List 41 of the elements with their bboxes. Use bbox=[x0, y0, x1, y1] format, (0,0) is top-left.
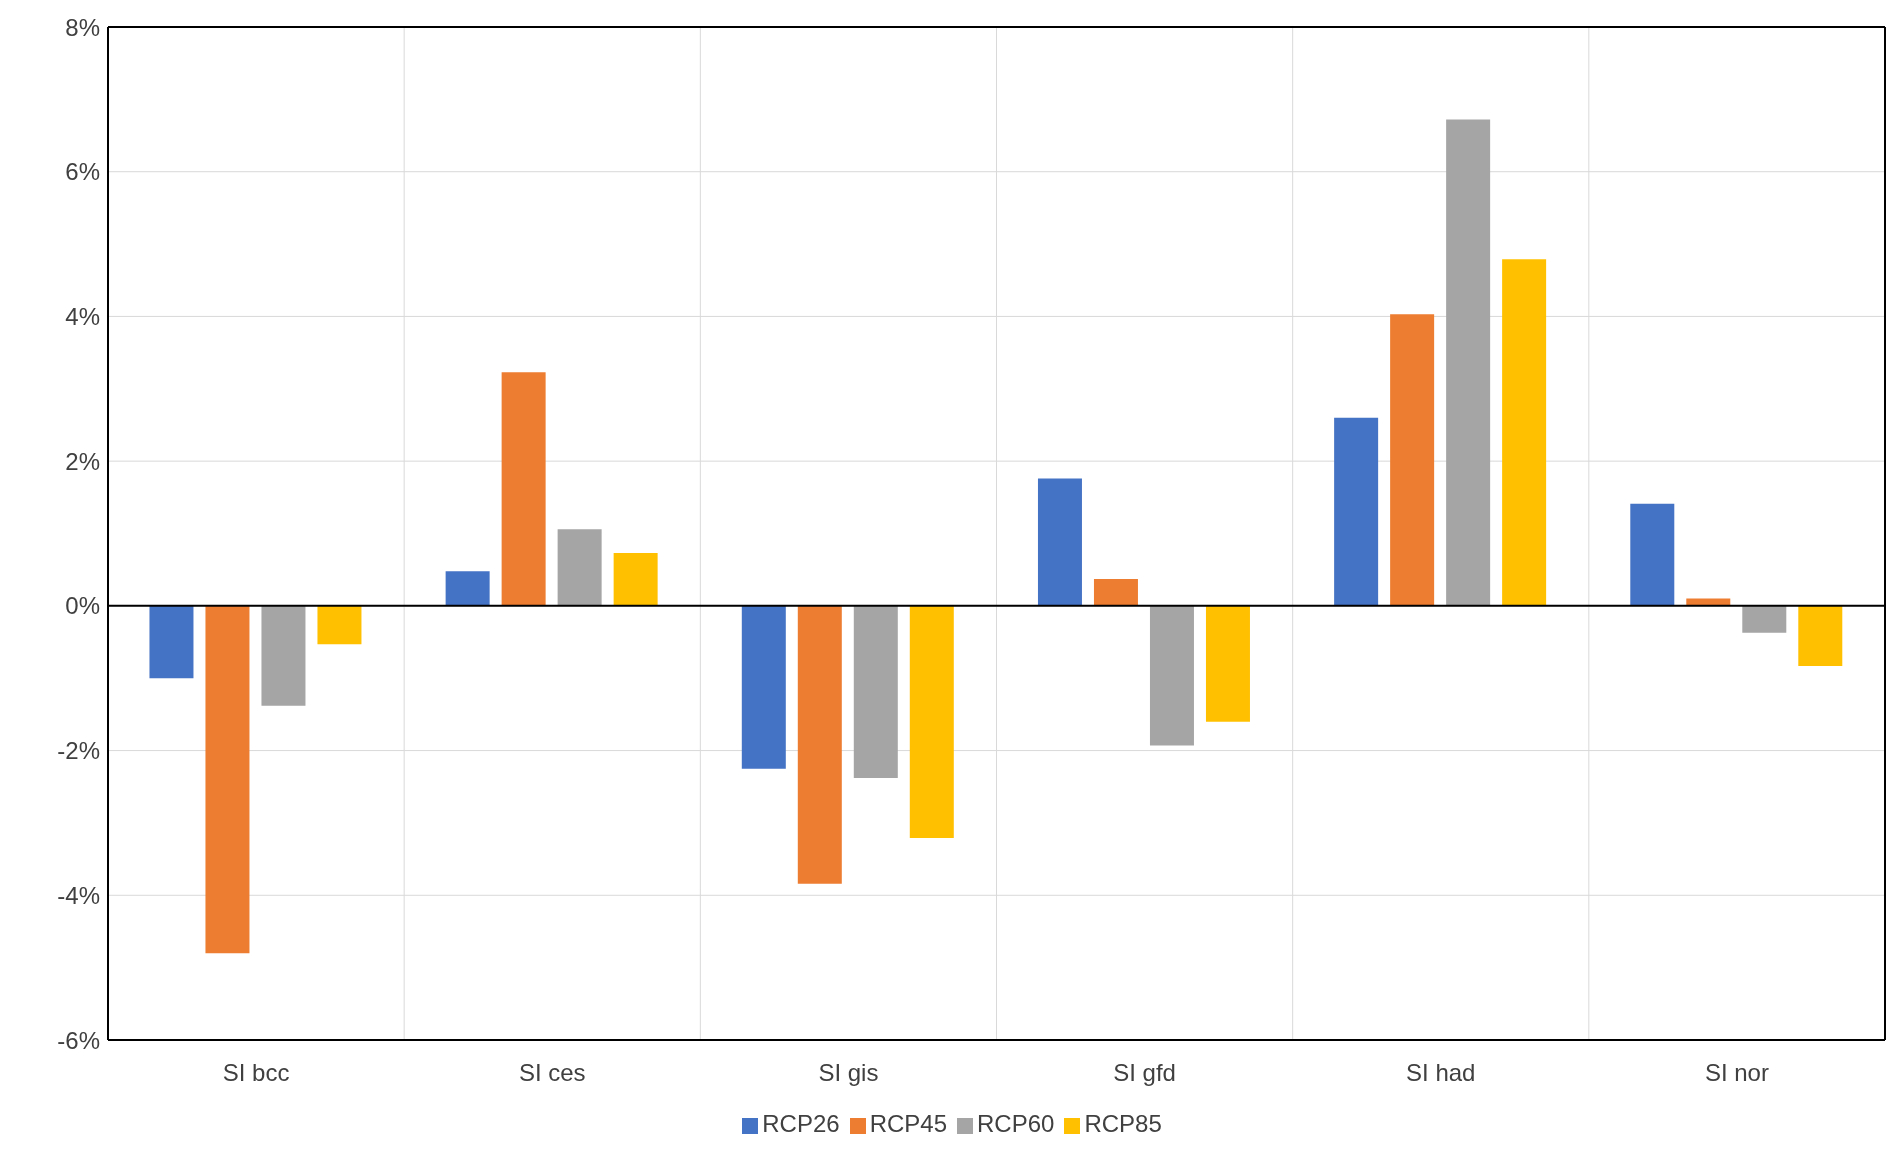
bar bbox=[557, 529, 602, 606]
bar bbox=[205, 605, 250, 954]
y-tick-label: 0% bbox=[65, 592, 100, 620]
x-tick-label: SI bcc bbox=[222, 1059, 290, 1087]
bar bbox=[909, 605, 954, 839]
bar bbox=[853, 605, 898, 779]
y-tick-label: 6% bbox=[65, 158, 100, 186]
y-tick-label: 8% bbox=[65, 13, 100, 41]
bar bbox=[149, 605, 194, 679]
bar bbox=[1205, 605, 1250, 722]
y-tick-label: 4% bbox=[65, 302, 100, 330]
x-tick-label: SI nor bbox=[1704, 1059, 1769, 1087]
bar bbox=[317, 605, 362, 645]
bar bbox=[1742, 605, 1787, 633]
bar bbox=[1502, 259, 1547, 606]
y-tick-label: -6% bbox=[57, 1026, 100, 1054]
y-tick-label: -4% bbox=[57, 881, 100, 909]
bar bbox=[1798, 605, 1843, 666]
bar bbox=[1149, 605, 1194, 746]
bar bbox=[1630, 503, 1675, 606]
bar bbox=[741, 605, 786, 769]
y-tick-label: -2% bbox=[57, 737, 100, 765]
x-tick-label: SI ces bbox=[518, 1059, 586, 1087]
bar bbox=[1446, 119, 1491, 606]
legend-label: RCP85 bbox=[1084, 1110, 1162, 1137]
bar bbox=[261, 605, 306, 706]
bar bbox=[501, 372, 546, 606]
bar bbox=[797, 605, 842, 884]
x-tick-label: SI gfd bbox=[1113, 1059, 1176, 1087]
x-tick-label: SI gis bbox=[818, 1059, 879, 1087]
bar bbox=[445, 571, 490, 606]
y-tick-label: 2% bbox=[65, 447, 100, 475]
x-tick-label: SI had bbox=[1406, 1059, 1476, 1087]
legend-label: RCP60 bbox=[977, 1110, 1055, 1137]
bar bbox=[1390, 314, 1435, 606]
bar bbox=[1093, 579, 1138, 606]
legend-label: RCP45 bbox=[869, 1110, 947, 1137]
bar bbox=[1334, 417, 1379, 606]
legend-label: RCP26 bbox=[762, 1110, 840, 1137]
bar bbox=[1037, 478, 1082, 606]
bar bbox=[613, 553, 658, 606]
